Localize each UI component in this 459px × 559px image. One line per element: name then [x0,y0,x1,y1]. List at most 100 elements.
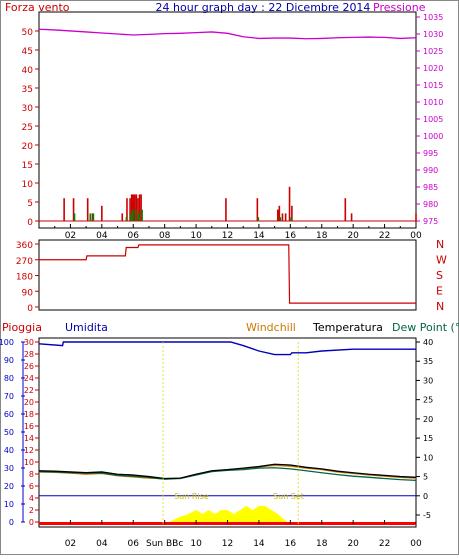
humidity-tick-label: 20 [4,482,14,491]
humidity-tick-label: 70 [4,392,14,401]
wind-tick-label: 20 [22,142,34,152]
x-tick-label: 22 [379,231,390,241]
compass-label: E [436,285,443,298]
x-tick-label: 02 [65,539,76,549]
dewpoint-line [38,467,417,482]
temperature-line [38,463,417,480]
rain-tick-label: 24 [24,374,34,383]
x-tick-label: 04 [96,539,108,549]
rain-tick-label: 28 [24,350,34,359]
rain-tick-label: 20 [24,398,34,407]
pressure-tick-label: 1000 [423,132,443,141]
direction-tick-label: 180 [16,273,33,283]
x-tick-label: 20 [347,231,359,241]
temperature-tick-label: 35 [423,357,433,366]
compass-label: S [436,269,443,282]
x-tick-label: 06 [128,539,140,549]
wind-tick-label: 25 [22,123,33,133]
x-tick-label: 10 [190,231,202,241]
humidity-tick-label: 60 [4,410,14,419]
rain-tick-label: 4 [29,494,34,503]
compass-label: N [436,300,444,313]
humidity-tick-label: 90 [4,356,14,365]
pressure-tick-label: 975 [423,217,438,226]
x-tick-label: Sun BBc [146,539,183,549]
chart-title: 24 hour graph day : 22 Dicembre 2014 [156,1,371,14]
rain-tick-label: 6 [29,482,34,491]
x-tick-label: 22 [379,539,390,549]
humidity-tick-label: 30 [4,464,14,473]
x-tick-label: 14 [253,231,265,241]
sunset-label: Sun Set [273,492,304,501]
wind-tick-label: 35 [22,85,33,95]
pressure-tick-label: 1005 [423,115,443,124]
wind-tick-label: 45 [22,47,33,57]
rain-tick-label: 14 [24,434,34,443]
temperature-tick-label: 5 [423,473,428,482]
wind-tick-label: 50 [22,28,34,38]
rain-tick-label: 18 [24,410,34,419]
humidity-tick-label: 10 [4,500,14,509]
compass-label: W [436,254,447,267]
x-tick-label: 16 [285,539,297,549]
x-tick-label: 12 [222,231,233,241]
wind-tick-label: 15 [22,161,33,171]
x-tick-label: 00 [410,231,422,241]
humidity-tick-label: 50 [4,428,14,437]
rain-tick-label: 0 [29,518,34,527]
rain-tick-label: 22 [24,386,34,395]
legend-humidity: Umidita [65,321,108,334]
humidity-line [38,341,416,356]
legend-windchill: Windchill [246,321,296,334]
wind-tick-label: 30 [22,104,34,114]
x-tick-label: 18 [316,231,328,241]
direction-tick-label: 360 [16,241,33,251]
pressure-line [38,28,417,40]
x-tick-label: 10 [190,539,202,549]
humidity-tick-label: 40 [4,446,14,455]
humidity-tick-label: 80 [4,374,14,383]
humidity-tick-label: 0 [9,518,14,527]
wind-tick-label: 40 [22,66,34,76]
x-tick-label: 02 [65,231,76,241]
x-tick-label: 12 [222,539,233,549]
direction-tick-label: 0 [27,304,33,314]
temperature-tick-label: 15 [423,434,433,443]
rain-tick-label: 12 [24,446,34,455]
compass-label: N [436,238,444,251]
pressure-tick-label: 1035 [423,13,443,22]
x-tick-label: 14 [253,539,265,549]
legend-dewpoint: Dew Point (°C [392,321,459,334]
rain-tick-label: 16 [24,422,34,431]
legend-temperature: Temperatura [312,321,383,334]
pressure-tick-label: 1015 [423,81,443,90]
pressure-tick-label: 990 [423,166,438,175]
legend-rain: Pioggia [2,321,42,334]
wind-tick-label: 5 [27,199,33,209]
rain-tick-label: 10 [24,458,34,467]
solar-area [169,506,288,522]
rain-tick-label: 30 [24,338,34,347]
wind-tick-label: 10 [22,180,34,190]
direction-tick-label: 270 [16,257,33,267]
pressure-tick-label: 995 [423,149,438,158]
sunrise-label: Sun Rise [174,492,209,501]
temperature-tick-label: 40 [423,338,433,347]
x-tick-label: 04 [96,231,108,241]
temperature-tick-label: -5 [423,511,431,520]
rain-tick-label: 8 [29,470,34,479]
wind-tick-label: 0 [27,218,33,228]
x-tick-label: 06 [128,231,140,241]
humidity-temperature-panel [38,337,417,528]
direction-tick-label: 90 [22,288,34,298]
x-tick-label: 00 [410,539,422,549]
x-tick-label: 20 [347,539,359,549]
pressure-tick-label: 1025 [423,47,443,56]
x-tick-label: 18 [316,539,328,549]
pressure-tick-label: 1010 [423,98,443,107]
x-tick-label: 08 [159,231,171,241]
pressure-tick-label: 985 [423,183,438,192]
pressure-tick-label: 1030 [423,30,443,39]
